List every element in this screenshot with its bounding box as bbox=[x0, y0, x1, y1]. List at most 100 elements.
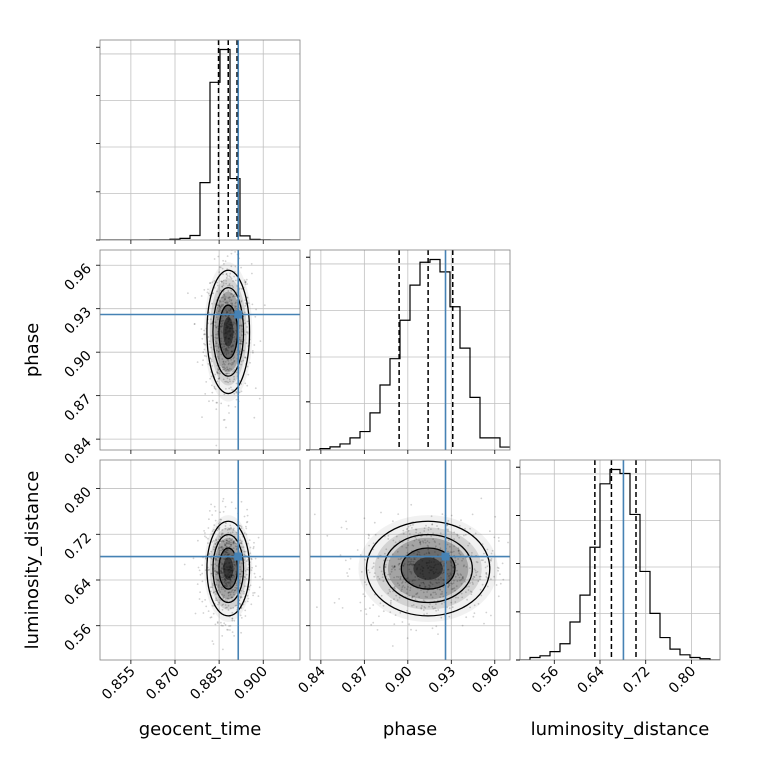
sample-point bbox=[219, 305, 222, 308]
sample-point bbox=[359, 601, 362, 604]
sample-point bbox=[460, 574, 463, 576]
sample-point bbox=[218, 305, 221, 308]
sample-point bbox=[448, 584, 450, 586]
sample-point bbox=[210, 358, 213, 361]
sample-point bbox=[476, 570, 479, 573]
sample-point bbox=[356, 549, 359, 551]
sample-point bbox=[228, 540, 231, 543]
sample-point bbox=[208, 568, 211, 571]
sample-point bbox=[225, 541, 228, 544]
sample-point bbox=[250, 603, 253, 606]
sample-point bbox=[447, 539, 450, 542]
sample-point bbox=[522, 623, 524, 625]
sample-point bbox=[464, 534, 467, 536]
sample-point bbox=[497, 536, 500, 539]
sample-point bbox=[392, 520, 394, 523]
sample-point bbox=[234, 322, 237, 325]
sample-point bbox=[477, 603, 480, 605]
sample-point bbox=[229, 625, 232, 627]
sample-point bbox=[223, 558, 226, 560]
sample-point bbox=[222, 378, 225, 381]
sample-point bbox=[422, 609, 425, 612]
sample-point bbox=[253, 416, 256, 419]
sample-point bbox=[441, 602, 443, 605]
sample-point bbox=[204, 343, 207, 346]
sample-point bbox=[389, 573, 392, 575]
sample-point bbox=[216, 370, 219, 373]
axes-frame-phase-hist bbox=[309, 249, 511, 451]
contour-0 bbox=[206, 269, 251, 395]
sample-point bbox=[227, 568, 230, 571]
sample-point bbox=[229, 284, 232, 287]
sample-point bbox=[203, 289, 206, 291]
sample-point bbox=[232, 344, 235, 346]
sample-point bbox=[216, 571, 219, 574]
sample-point bbox=[226, 327, 228, 329]
sample-point bbox=[410, 572, 413, 575]
sample-point bbox=[223, 553, 226, 556]
sample-point bbox=[227, 360, 230, 362]
sample-point bbox=[222, 304, 224, 307]
axes-frame-distance-vs-geocent-time bbox=[99, 459, 301, 661]
sample-point bbox=[217, 559, 220, 562]
sample-point bbox=[411, 564, 414, 567]
sample-point bbox=[467, 544, 469, 547]
sample-point bbox=[474, 532, 477, 535]
sample-point bbox=[228, 300, 231, 302]
sample-point bbox=[386, 559, 388, 562]
sample-point bbox=[454, 561, 457, 564]
sample-point bbox=[427, 566, 430, 569]
sample-point bbox=[216, 579, 219, 582]
sample-point bbox=[192, 557, 195, 560]
sample-point bbox=[223, 544, 226, 547]
sample-point bbox=[515, 578, 517, 580]
sample-point bbox=[473, 576, 476, 578]
sample-point bbox=[457, 596, 459, 599]
sample-point bbox=[216, 290, 219, 293]
sample-point bbox=[224, 599, 227, 601]
sample-point bbox=[416, 593, 418, 595]
sample-point bbox=[235, 371, 238, 374]
sample-point bbox=[223, 563, 226, 565]
sample-point bbox=[393, 565, 396, 567]
sample-point bbox=[410, 563, 413, 566]
sample-point bbox=[224, 607, 227, 609]
scatter-panel-distance-vs-phase: 0.84 0.87 0.90 0.93 0.96 bbox=[295, 459, 524, 697]
sample-point bbox=[222, 290, 225, 293]
sample-point bbox=[196, 361, 199, 363]
sample-point bbox=[219, 306, 222, 309]
sample-point bbox=[460, 519, 462, 522]
sample-point bbox=[224, 332, 227, 335]
sample-point bbox=[205, 355, 208, 358]
sample-point bbox=[228, 537, 231, 540]
sample-point bbox=[226, 358, 229, 361]
sample-point bbox=[421, 573, 424, 575]
sample-point bbox=[230, 541, 232, 544]
sample-point bbox=[231, 596, 234, 599]
sample-point bbox=[257, 595, 260, 597]
sample-point bbox=[340, 526, 343, 529]
sample-point bbox=[215, 542, 218, 544]
ytick-label-phase-4: 0.96 bbox=[61, 261, 94, 294]
sample-point bbox=[224, 370, 227, 373]
sample-point bbox=[226, 529, 229, 531]
sample-point bbox=[231, 570, 234, 573]
sample-point bbox=[224, 604, 227, 606]
sample-point bbox=[389, 611, 392, 614]
sample-point bbox=[220, 549, 223, 552]
sample-point bbox=[472, 583, 474, 585]
sample-point bbox=[234, 305, 236, 307]
sample-point bbox=[417, 575, 419, 578]
sample-point bbox=[243, 349, 245, 352]
sample-point bbox=[430, 582, 432, 584]
sample-point bbox=[229, 564, 232, 567]
sample-point bbox=[454, 575, 457, 578]
sample-point bbox=[210, 375, 213, 378]
sample-point bbox=[214, 543, 217, 545]
sample-point bbox=[194, 612, 197, 615]
sample-point bbox=[415, 629, 418, 632]
density-level-0 bbox=[204, 515, 253, 623]
sample-point bbox=[485, 576, 488, 578]
sample-point bbox=[203, 348, 206, 351]
sample-point bbox=[230, 567, 233, 569]
